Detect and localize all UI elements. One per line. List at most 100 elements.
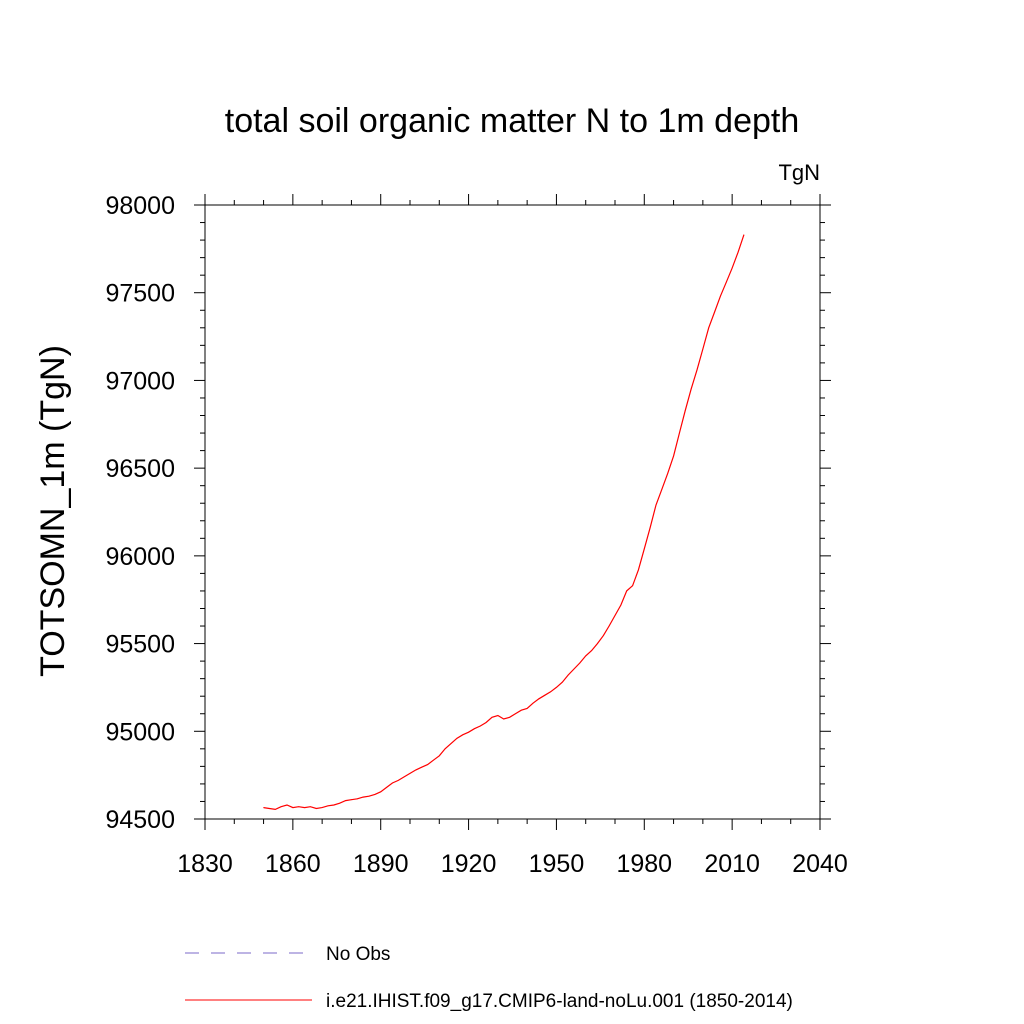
data-point: [737, 251, 739, 253]
data-point: [515, 713, 516, 715]
y-axis-label: TOTSOMN_1m (TgN): [34, 345, 72, 677]
data-point: [696, 369, 698, 371]
data-point: [433, 759, 434, 761]
data-point: [626, 590, 628, 592]
data-point: [667, 473, 669, 474]
data-point: [731, 267, 733, 269]
data-point: [725, 281, 727, 283]
data-point: [556, 687, 557, 688]
data-point: [362, 796, 364, 798]
data-point: [427, 764, 428, 766]
data-point: [485, 722, 487, 723]
axis-ticks: 1830 1860 1890 1920 1950 1980 2010 2040 94500 950…: [105, 192, 847, 878]
data-point: [321, 807, 323, 808]
series-line: [263, 234, 745, 811]
data-point: [690, 388, 692, 390]
data-point: [550, 691, 551, 693]
data-point: [386, 787, 387, 788]
data-point: [579, 662, 581, 664]
data-point: [339, 802, 341, 804]
x-tick-label: 1980: [616, 850, 672, 878]
data-point: [643, 548, 645, 550]
x-tick-label: 1920: [441, 850, 497, 878]
data-point: [620, 604, 622, 606]
data-point: [421, 766, 423, 768]
data-point: [602, 635, 604, 637]
data-point: [479, 725, 481, 727]
data-point: [368, 795, 370, 797]
data-point: [397, 780, 399, 781]
y-tick-label: 97000: [105, 367, 175, 395]
data-point: [456, 737, 458, 739]
data-point: [415, 769, 417, 771]
plot-frame: [204, 204, 821, 820]
data-point: [649, 527, 651, 529]
data-point: [573, 668, 575, 670]
data-point: [503, 718, 505, 720]
data-point: [315, 808, 317, 809]
series-layer: [263, 234, 745, 811]
x-tick-label: 1950: [529, 850, 585, 878]
data-point: [351, 799, 352, 801]
y-tick-label: 95500: [105, 631, 175, 659]
data-point: [532, 702, 534, 704]
y-tick-label: 95000: [105, 718, 175, 746]
data-point: [720, 295, 721, 297]
data-point: [444, 748, 446, 750]
data-point: [632, 585, 633, 587]
data-point: [684, 409, 686, 411]
data-point: [561, 681, 563, 683]
data-point: [509, 716, 510, 718]
data-point: [544, 694, 546, 696]
data-point: [374, 794, 376, 795]
x-tick-label: 1890: [353, 850, 409, 878]
data-point: [304, 807, 305, 808]
data-point: [591, 650, 592, 651]
x-tick-label: 2040: [792, 850, 848, 878]
data-point: [274, 808, 276, 810]
data-point: [567, 674, 569, 676]
data-point: [673, 455, 674, 457]
chart-title: total soil organic matter N to 1m depth: [225, 102, 800, 140]
data-point: [585, 655, 587, 657]
data-point: [714, 311, 715, 313]
data-point: [614, 615, 616, 616]
units-label: TgN: [778, 160, 820, 185]
data-point: [292, 807, 294, 808]
data-point: [380, 791, 382, 793]
data-point: [409, 772, 411, 774]
data-point: [468, 731, 469, 733]
legend-label: No Obs: [326, 944, 390, 965]
data-point: [661, 488, 663, 490]
y-tick-label: 94500: [105, 806, 175, 834]
data-point: [298, 806, 300, 808]
x-tick-label: 1860: [265, 850, 321, 878]
y-tick-label: 96000: [105, 543, 175, 571]
data-point: [286, 804, 288, 806]
data-point: [708, 327, 710, 329]
data-point: [403, 776, 405, 778]
data-point: [438, 755, 440, 757]
data-point: [702, 348, 704, 350]
data-point: [462, 734, 464, 736]
data-point: [520, 709, 522, 711]
data-point: [743, 234, 745, 236]
data-point: [310, 806, 311, 808]
x-tick-label: 2010: [704, 850, 760, 878]
data-point: [497, 715, 499, 716]
y-tick-label: 98000: [105, 192, 175, 220]
data-point: [269, 808, 270, 809]
legend: No Obs i.e21.IHIST.f09_g17.CMIP6-land-noL…: [185, 944, 793, 1012]
data-point: [655, 504, 657, 506]
legend-label: i.e21.IHIST.f09_g17.CMIP6-land-noLu.001 …: [326, 991, 793, 1012]
data-point: [280, 806, 282, 808]
data-point: [474, 728, 475, 730]
y-tick-label: 96500: [105, 455, 175, 483]
y-tick-label: 97500: [105, 280, 175, 308]
data-point: [597, 643, 598, 644]
data-point: [333, 804, 335, 806]
data-point: [327, 805, 329, 807]
data-point: [392, 782, 393, 784]
data-point: [608, 625, 610, 627]
